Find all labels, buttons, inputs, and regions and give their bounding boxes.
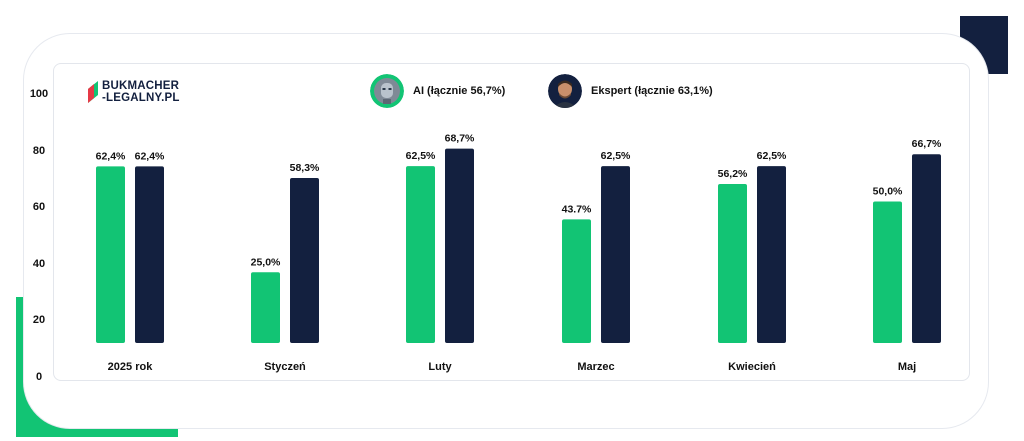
- expert-value-label-4: 62,5%: [757, 150, 787, 162]
- category-label-5: Maj: [898, 361, 916, 373]
- brand-logo: BUKMACHER -LEGALNY.PL: [88, 79, 180, 105]
- y-tick-20: 20: [32, 314, 46, 326]
- y-tick-0: 0: [35, 371, 43, 383]
- expert-value-label-0: 62,4%: [135, 150, 165, 162]
- y-tick-60: 60: [32, 201, 46, 213]
- brand-line-1: BUKMACHER: [102, 80, 180, 92]
- ai-value-label-0: 62,4%: [96, 150, 126, 162]
- brand-name: BUKMACHER -LEGALNY.PL: [102, 80, 180, 104]
- brand-line-2: -LEGALNY.PL: [102, 92, 180, 104]
- ai-bar-2: [406, 166, 435, 343]
- expert-value-label-5: 66,7%: [912, 138, 942, 150]
- expert-person-avatar-icon: [548, 74, 582, 108]
- category-label-1: Styczeń: [264, 361, 306, 373]
- expert-bar-0: [135, 166, 164, 343]
- expert-bar-4: [757, 166, 786, 343]
- ai-bar-3: [562, 219, 591, 343]
- legend-expert: Ekspert (łącznie 63,1%): [548, 74, 713, 108]
- expert-value-label-1: 58,3%: [290, 162, 320, 174]
- ai-robot-avatar-icon: [370, 74, 404, 108]
- category-label-4: Kwiecień: [728, 361, 776, 373]
- category-label-2: Luty: [428, 361, 452, 373]
- expert-bar-2: [445, 148, 474, 343]
- ai-value-label-5: 50,0%: [873, 186, 903, 198]
- legend-ai-label: AI (łącznie 56,7%): [413, 85, 506, 97]
- brand-logo-icon: [88, 81, 98, 103]
- expert-bar-5: [912, 154, 941, 343]
- legend-ai: AI (łącznie 56,7%): [370, 74, 505, 108]
- ai-bar-1: [251, 272, 280, 343]
- legend-expert-label: Ekspert (łącznie 63,1%): [591, 85, 713, 97]
- y-tick-80: 80: [32, 145, 46, 157]
- y-tick-100: 100: [29, 88, 49, 100]
- expert-bar-3: [601, 166, 630, 343]
- plot-area: [53, 63, 970, 381]
- y-tick-40: 40: [32, 258, 46, 270]
- expert-bar-1: [290, 178, 319, 343]
- ai-bar-4: [718, 183, 747, 343]
- ai-value-label-2: 62,5%: [406, 150, 436, 162]
- ai-value-label-4: 56,2%: [718, 168, 748, 180]
- category-label-3: Marzec: [577, 361, 614, 373]
- ai-bar-0: [96, 166, 125, 343]
- expert-value-label-3: 62,5%: [601, 150, 631, 162]
- ai-value-label-1: 25,0%: [251, 256, 281, 268]
- ai-bar-5: [873, 201, 902, 343]
- category-label-0: 2025 rok: [108, 361, 154, 373]
- expert-value-label-2: 68,7%: [445, 133, 475, 145]
- ai-value-label-3: 43.7%: [562, 203, 592, 215]
